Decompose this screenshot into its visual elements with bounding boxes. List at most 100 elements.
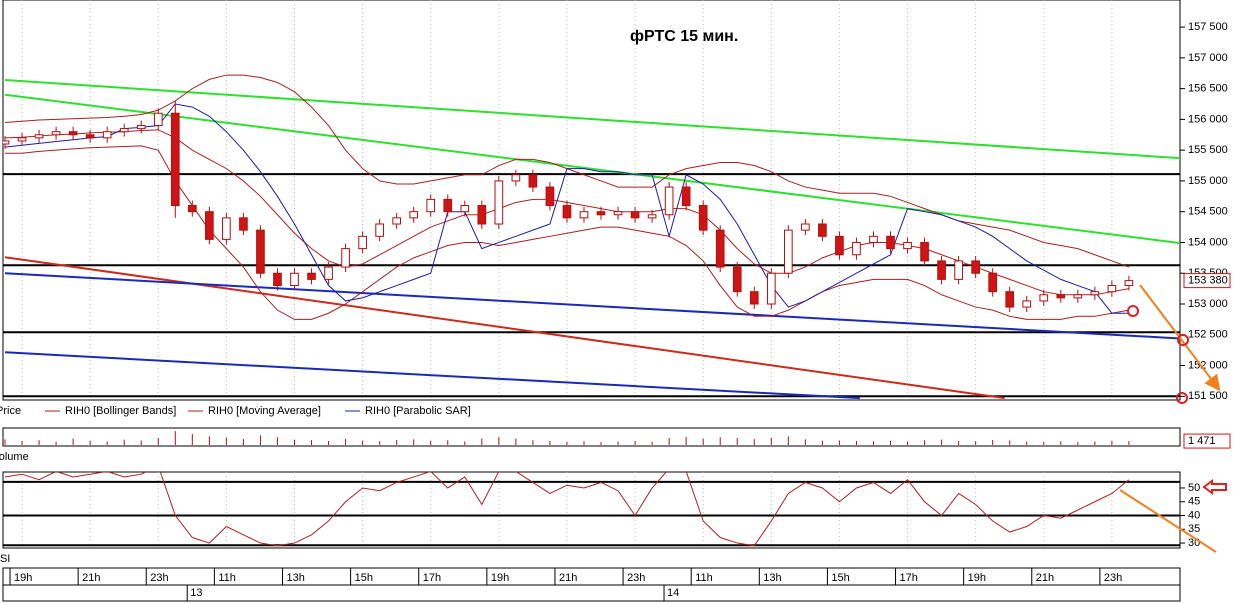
candle-body	[1090, 291, 1100, 296]
candle-body	[852, 241, 861, 256]
candle-body	[1107, 285, 1117, 293]
x-tick-label: 13h	[763, 572, 781, 584]
legend-label: RIH0 [Moving Average]	[208, 405, 321, 417]
x-tick-label: 21h	[82, 572, 100, 584]
y-tick-label: 40	[1188, 509, 1200, 521]
candle-body	[869, 235, 878, 243]
candle-body	[341, 248, 350, 268]
candle-body	[1124, 280, 1134, 287]
candle-body	[886, 235, 895, 250]
y-tick-label: 152 000	[1188, 359, 1228, 371]
rsi-layer	[3, 472, 1180, 548]
y-tick-label: 35	[1188, 523, 1200, 535]
candle-body	[715, 229, 725, 268]
candle-body	[51, 131, 61, 136]
trend-line	[4, 93, 1180, 245]
rsi-line	[4, 472, 1130, 547]
candle-body	[971, 260, 980, 274]
y-tick-label: 157 000	[1188, 52, 1228, 64]
candle-body	[290, 272, 299, 287]
candle-body	[494, 180, 504, 225]
rsi-panel	[2, 471, 1181, 549]
x-tick-label: 13h	[286, 572, 304, 584]
candle-body	[34, 134, 44, 139]
candle-body	[205, 211, 214, 240]
candle-body	[358, 235, 367, 250]
y-tick-label: 154 000	[1188, 236, 1228, 248]
candle-body	[681, 186, 691, 207]
candle-body	[784, 229, 793, 274]
volume-label: Volume	[0, 451, 29, 463]
candle-body	[545, 186, 555, 207]
candle-body	[613, 211, 623, 216]
last-price-label-box	[1183, 273, 1231, 289]
candle-body	[375, 223, 384, 237]
last-price-label: 153 380	[1188, 275, 1228, 287]
candle-body	[835, 235, 844, 256]
trend-line	[4, 256, 1005, 400]
x-tick-label: 21h	[1036, 572, 1054, 584]
candle-body	[409, 211, 419, 219]
rsi-label: RSI	[0, 553, 10, 565]
last-volume-label-box	[1183, 433, 1231, 449]
candle-body	[187, 205, 197, 213]
price-legend: Price	[0, 405, 21, 417]
annotation-circle	[1176, 392, 1188, 404]
x-tick-label: 19h	[491, 572, 509, 584]
x-tick-label: 15h	[355, 572, 373, 584]
candle-body	[630, 211, 640, 219]
candle-body	[954, 260, 963, 280]
legend-label: RIH0 [Parabolic SAR]	[365, 405, 471, 417]
annotation-arrow	[1202, 479, 1227, 495]
candle-body	[273, 272, 282, 287]
x-tick-label: 19h	[968, 572, 986, 584]
candle-body	[732, 266, 742, 293]
candle-body	[766, 272, 776, 305]
x-tick-label: 21h	[559, 572, 577, 584]
annotation-circle	[1127, 305, 1139, 317]
candle-body	[307, 272, 316, 280]
candle-body	[222, 217, 231, 240]
candle-body	[443, 198, 453, 213]
y-tick-label: 156 000	[1188, 113, 1228, 125]
trend-line	[4, 351, 860, 400]
overlay: 19h 21h 23h 11h 13h 15h 17h 19h 21h 23h 11h 13h 15h 1…	[4, 21, 1231, 601]
x-tick-label: 23h	[627, 572, 645, 584]
candle-body	[1056, 294, 1066, 299]
candle-body	[579, 211, 589, 219]
y-tick-label: 157 500	[1188, 21, 1228, 33]
candle-body	[1073, 294, 1083, 299]
legend-label: RIH0 [Bollinger Bands]	[65, 405, 176, 417]
x-tick-label: 23h	[150, 572, 168, 584]
x-tick-label: 15h	[831, 572, 849, 584]
chart-title: фРТС 15 мин.	[630, 28, 738, 45]
candle-body	[324, 266, 333, 280]
volume-panel	[2, 427, 1181, 447]
parabolic-sar	[4, 103, 1129, 314]
candle-body	[170, 112, 180, 207]
y-tick-label: 152 500	[1188, 329, 1228, 341]
x-tick-label: 11h	[695, 572, 713, 584]
candle-body	[749, 291, 759, 305]
day-tick-label: 14	[667, 587, 679, 599]
candle-body	[256, 229, 265, 274]
candle-body	[426, 198, 436, 213]
annotation-arrow	[1119, 489, 1217, 553]
candle-body	[102, 131, 112, 139]
candle-body	[528, 174, 538, 188]
trend-line	[4, 272, 1180, 340]
y-tick-label: 151 500	[1188, 390, 1228, 402]
day-tick-label: 13	[190, 587, 202, 599]
candle-body	[664, 186, 674, 216]
candle-body	[68, 131, 78, 136]
candle-body	[562, 205, 572, 219]
candle-body	[920, 241, 929, 262]
x-tick-label: 19h	[14, 572, 32, 584]
candle-body	[988, 272, 998, 293]
candle-body	[239, 217, 248, 231]
candle-body	[801, 223, 810, 231]
candle-body	[903, 241, 912, 250]
candle-body	[153, 112, 163, 127]
